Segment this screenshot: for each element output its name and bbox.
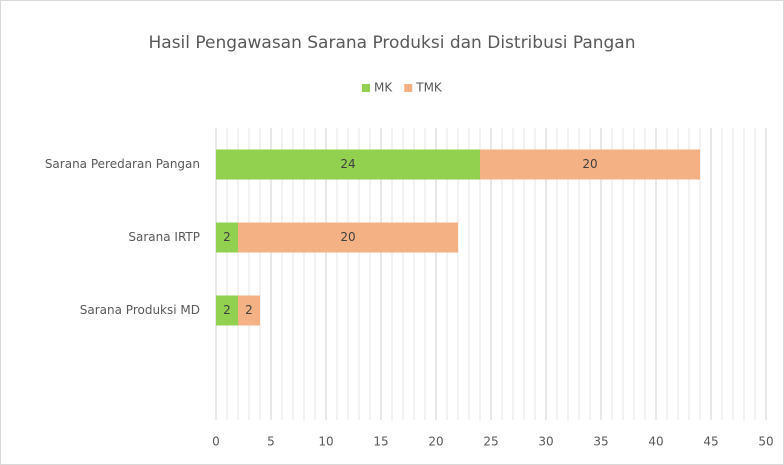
legend-swatch bbox=[404, 84, 413, 92]
data-label: 24 bbox=[340, 157, 355, 171]
chart-title: Hasil Pengawasan Sarana Produksi dan Dis… bbox=[149, 33, 636, 53]
data-label: 2 bbox=[223, 303, 231, 317]
x-tick-label: 35 bbox=[593, 435, 608, 449]
bar-segment bbox=[216, 222, 238, 253]
bar-segment bbox=[238, 222, 458, 253]
x-tick-label: 10 bbox=[318, 435, 333, 449]
data-label: 2 bbox=[223, 230, 231, 244]
data-label: 20 bbox=[582, 157, 597, 171]
x-tick-label: 45 bbox=[703, 435, 718, 449]
bar-segment bbox=[216, 149, 480, 180]
x-tick-label: 30 bbox=[538, 435, 553, 449]
x-tick-label: 50 bbox=[758, 435, 773, 449]
legend-label: TMK bbox=[415, 81, 443, 95]
x-tick-label: 5 bbox=[267, 435, 275, 449]
y-tick-label: Sarana IRTP bbox=[128, 230, 200, 244]
legend-label: MK bbox=[374, 81, 393, 95]
legend-swatch bbox=[362, 84, 370, 92]
y-tick-label: Sarana Produksi MD bbox=[80, 303, 200, 317]
y-tick-label: Sarana Peredaran Pangan bbox=[45, 157, 200, 171]
bar-segment bbox=[480, 149, 700, 180]
x-tick-label: 20 bbox=[428, 435, 443, 449]
data-label: 2 bbox=[245, 303, 253, 317]
x-tick-label: 25 bbox=[483, 435, 498, 449]
data-label: 20 bbox=[340, 230, 355, 244]
x-tick-label: 15 bbox=[373, 435, 388, 449]
x-tick-label: 0 bbox=[212, 435, 220, 449]
bar-segment bbox=[238, 295, 260, 326]
bar-segment bbox=[216, 295, 238, 326]
x-tick-label: 40 bbox=[648, 435, 663, 449]
